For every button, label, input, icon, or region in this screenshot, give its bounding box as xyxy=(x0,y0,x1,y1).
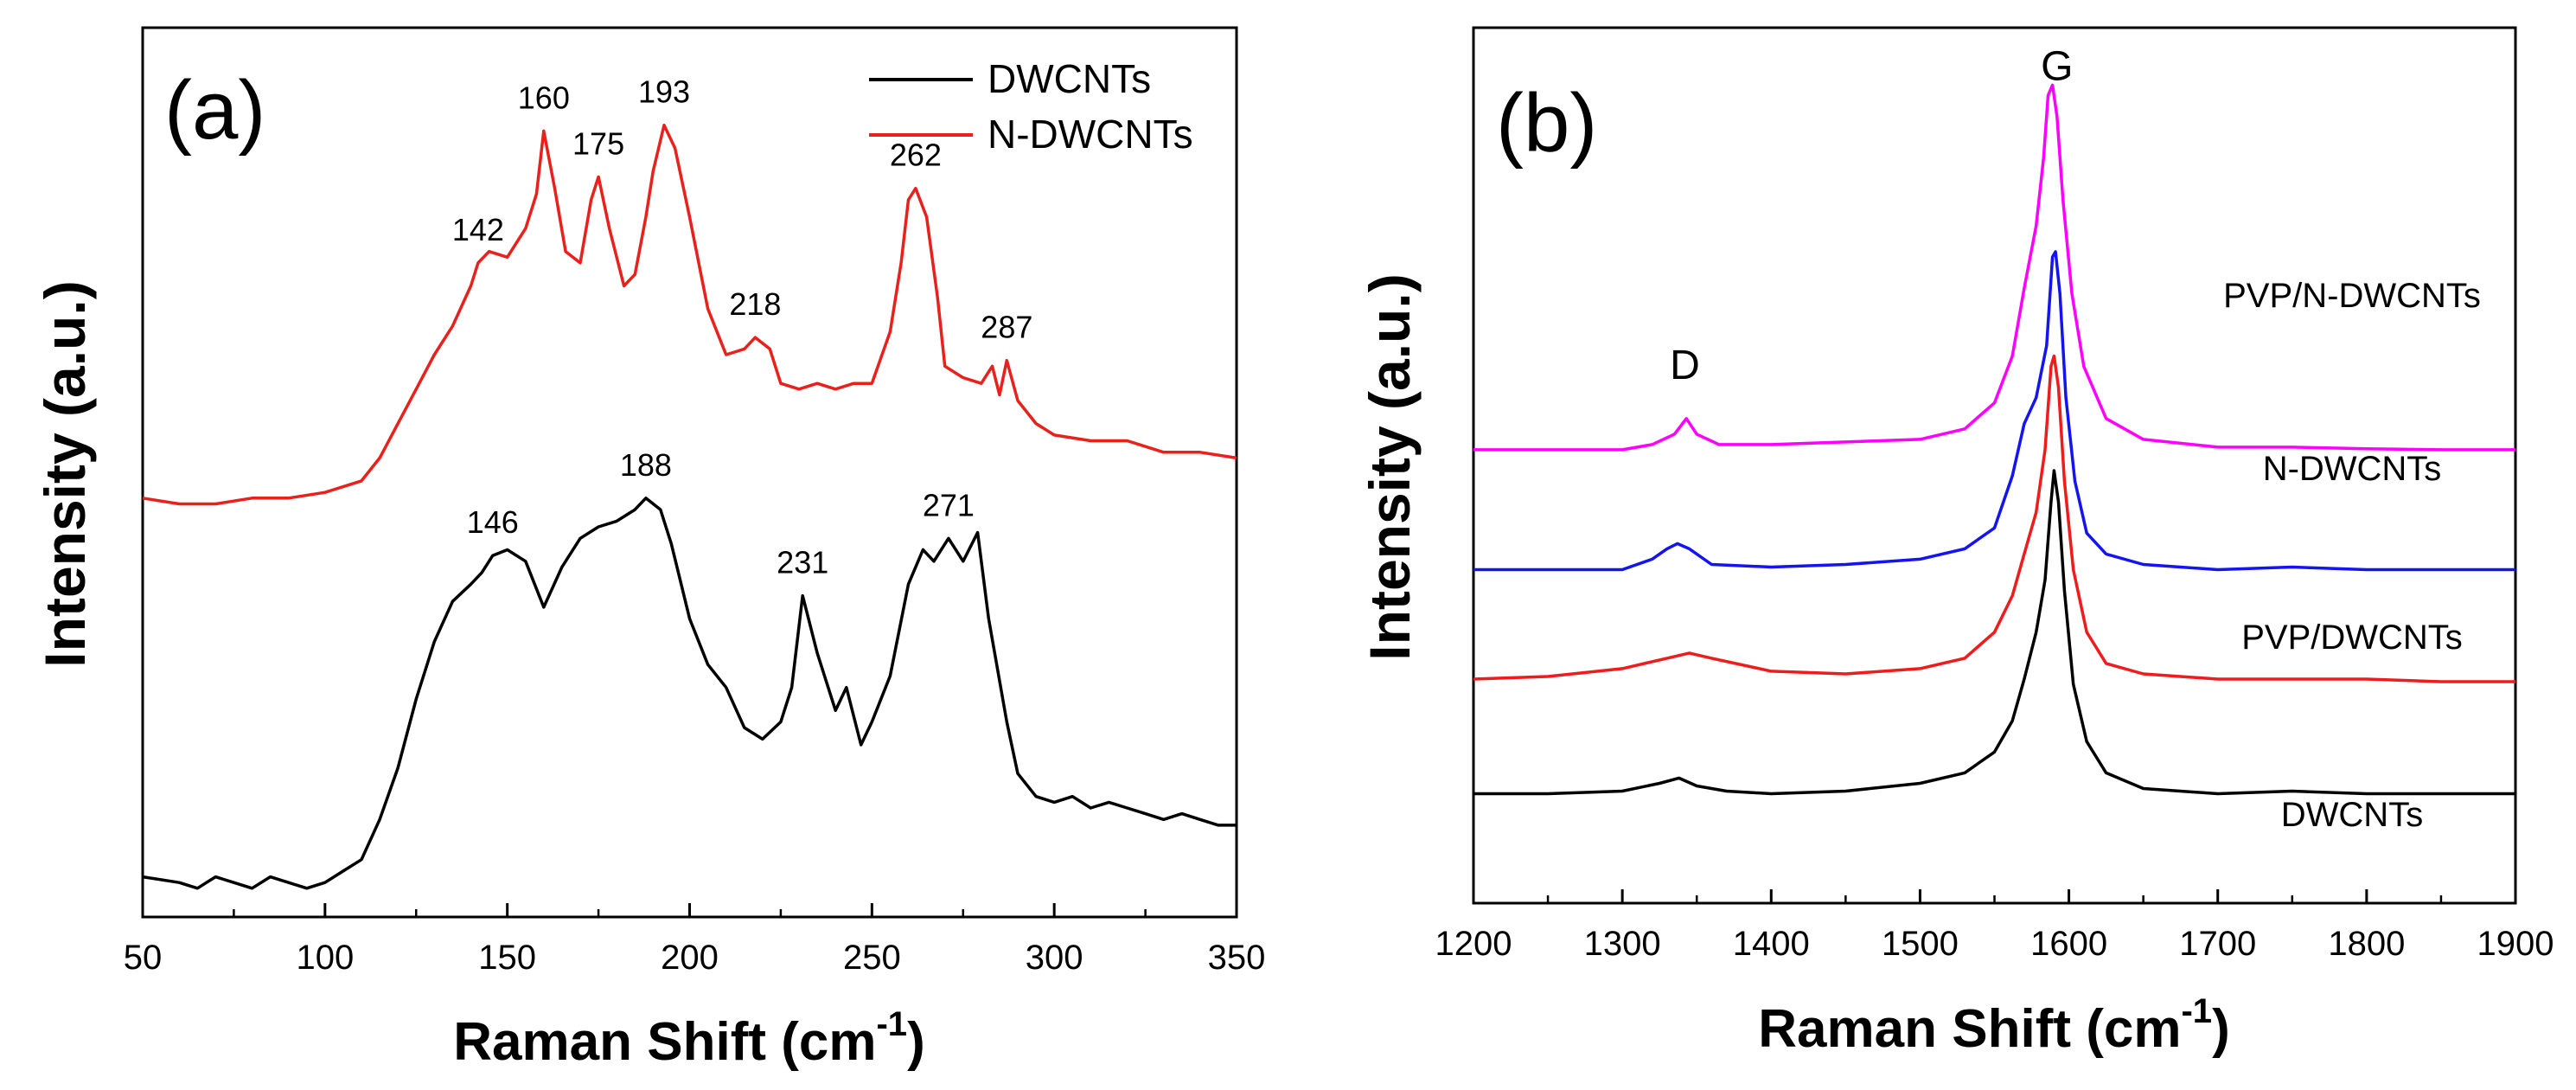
peak-label-142: 142 xyxy=(452,212,504,247)
peak-label-d: D xyxy=(1670,343,1700,388)
x-tick-label: 1800 xyxy=(2328,925,2405,963)
x-tick-label: 150 xyxy=(478,939,536,977)
x-tick-label: 50 xyxy=(124,939,163,977)
series-line-n-dwcnts xyxy=(1473,250,2515,572)
panel-a-x-axis-label-close: ) xyxy=(907,1012,925,1072)
panel-a-x-axis-label-sup: -1 xyxy=(876,1005,907,1043)
series-label-dwcnts: DWCNTs xyxy=(2281,796,2423,834)
legend-label-dwcnts: DWCNTs xyxy=(988,56,1151,101)
x-tick-label: 300 xyxy=(1026,939,1083,977)
x-tick-label: 1400 xyxy=(1733,925,1810,963)
x-tick-label: 1500 xyxy=(1882,925,1959,963)
peak-label-g: G xyxy=(2041,43,2073,89)
peak-label-160: 160 xyxy=(518,80,570,115)
legend-label-n-dwcnts: N-DWCNTs xyxy=(988,112,1193,157)
peak-label-262: 262 xyxy=(890,138,942,173)
series-line-dwcnts xyxy=(142,497,1237,890)
panel-b-peak-labels: DG xyxy=(1670,43,2073,388)
panel-a-x-axis-label: Raman Shift (cm-1) xyxy=(453,1005,924,1072)
panel-b-x-axis-label: Raman Shift (cm-1) xyxy=(1758,992,2229,1059)
panel-b-x-axis-label-close: ) xyxy=(2212,999,2230,1059)
panel-a-tag: (a) xyxy=(164,64,265,157)
peak-label-193: 193 xyxy=(638,74,690,110)
panel-a-legend: DWCNTs N-DWCNTs xyxy=(869,56,1193,157)
series-label-n-dwcnts: N-DWCNTs xyxy=(2263,450,2442,488)
x-tick-label: 1300 xyxy=(1584,925,1661,963)
panel-b-x-axis-label-main: Raman Shift (cm xyxy=(1758,999,2181,1059)
panel-a-y-axis-label: Intensity (a.u.) xyxy=(33,280,97,667)
panel-b-series-labels: PVP/N-DWCNTs N-DWCNTs PVP/DWCNTs DWCNTs xyxy=(2223,277,2481,834)
peak-label-271: 271 xyxy=(923,487,975,523)
series-label-pvp-n-dwcnts: PVP/N-DWCNTs xyxy=(2223,277,2481,315)
panel-b-x-ticks: 1200 1300 1400 1500 1600 1700 1800 1900 xyxy=(1435,889,2554,963)
series-line-pvp-dwcnts xyxy=(1473,354,2515,683)
x-tick-label: 1600 xyxy=(2030,925,2107,963)
panel-b-y-axis-label: Intensity (a.u.) xyxy=(1358,273,1422,660)
peak-label-188: 188 xyxy=(620,447,672,483)
x-tick-label: 250 xyxy=(843,939,901,977)
series-label-pvp-dwcnts: PVP/DWCNTs xyxy=(2241,619,2463,657)
panel-b-x-axis-label-sup: -1 xyxy=(2181,992,2212,1030)
series-line-dwcnts xyxy=(1473,469,2515,796)
panel-b-tag: (b) xyxy=(1496,77,1597,170)
peak-label-287: 287 xyxy=(981,310,1032,345)
panel-b-series-group xyxy=(1473,83,2515,796)
peak-label-146: 146 xyxy=(467,504,519,540)
panel-a-x-ticks: 50 100 150 200 250 300 350 xyxy=(124,903,1266,977)
x-tick-label: 1700 xyxy=(2179,925,2256,963)
x-tick-label: 100 xyxy=(296,939,354,977)
panel-a-plot-frame xyxy=(141,26,1238,919)
x-tick-label: 1900 xyxy=(2477,925,2554,963)
peak-label-231: 231 xyxy=(777,545,828,580)
x-tick-label: 200 xyxy=(661,939,719,977)
panel-a-x-axis-label-main: Raman Shift (cm xyxy=(453,1012,876,1072)
series-line-n-dwcnts xyxy=(142,123,1237,506)
peak-label-175: 175 xyxy=(572,125,624,161)
series-line-pvp-n-dwcnts xyxy=(1473,83,2515,452)
peak-label-218: 218 xyxy=(729,286,781,322)
panel-a-series-group xyxy=(142,123,1237,890)
x-tick-label: 350 xyxy=(1208,939,1266,977)
x-tick-label: 1200 xyxy=(1435,925,1512,963)
panel-b-chart: 1200 1300 1400 1500 1600 1700 1800 1900 DG PVP/… xyxy=(1358,26,2554,1059)
